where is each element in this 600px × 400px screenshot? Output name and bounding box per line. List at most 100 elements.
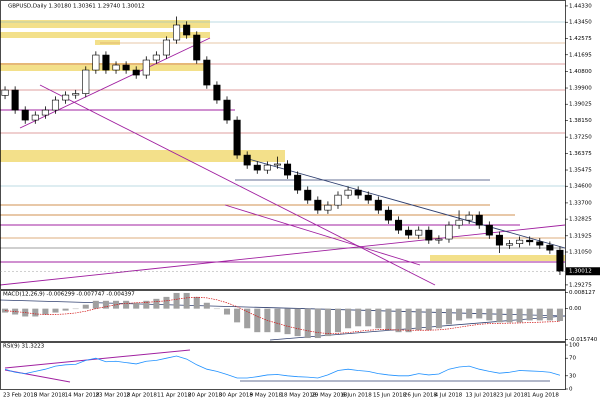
candle-body bbox=[233, 119, 241, 156]
macd-bar bbox=[334, 308, 342, 333]
candle-body bbox=[51, 99, 60, 111]
chart-title: GBPUSD,Daily 1.30180 1.30361 1.29740 1.3… bbox=[8, 4, 145, 10]
macd-bar bbox=[123, 300, 130, 309]
macd-bar bbox=[133, 302, 140, 309]
x-tick-label: 6 Jun 2018 bbox=[342, 393, 372, 399]
candle-body bbox=[112, 64, 120, 71]
candle-body bbox=[314, 199, 322, 211]
candle-body bbox=[475, 214, 483, 226]
candle-body bbox=[526, 239, 534, 243]
macd-bar bbox=[516, 308, 523, 323]
y-tick-label: 70 bbox=[569, 356, 576, 362]
last-price-box bbox=[566, 267, 600, 276]
candle-body bbox=[152, 54, 160, 61]
y-tick-label: 1.40800 bbox=[569, 69, 592, 75]
macd-bar bbox=[556, 308, 563, 321]
macd-bar bbox=[284, 308, 291, 335]
x-tick-label: 20 Apr 2018 bbox=[188, 393, 223, 399]
y-tick-label: 1.39900 bbox=[569, 86, 592, 92]
y-tick-label: 1.32825 bbox=[569, 217, 592, 223]
x-tick-label: 30 Apr 2018 bbox=[219, 393, 254, 399]
macd-bar bbox=[546, 308, 553, 321]
candle-body bbox=[556, 249, 564, 272]
candle-body bbox=[516, 239, 524, 244]
x-tick-label: 15 Jun 2018 bbox=[373, 393, 407, 399]
y-tick-label: 1.35475 bbox=[569, 168, 592, 174]
macd-bar bbox=[314, 308, 321, 339]
macd-bar bbox=[163, 296, 170, 309]
candle-body bbox=[505, 243, 514, 246]
trend-line bbox=[244, 157, 566, 249]
macd-bar bbox=[405, 308, 412, 333]
y-tick-label: 1.34600 bbox=[569, 184, 592, 190]
macd-bar bbox=[62, 308, 69, 311]
x-tick-label: 1 Aug 2018 bbox=[527, 393, 559, 399]
trend-line bbox=[19, 37, 211, 129]
macd-bar bbox=[375, 308, 382, 329]
macd-bar bbox=[143, 300, 150, 309]
candle-body bbox=[546, 244, 554, 251]
candle-body bbox=[294, 174, 302, 191]
candle-body bbox=[273, 163, 281, 166]
macd-bar bbox=[102, 300, 109, 309]
x-tick-label: 23 Jul 2018 bbox=[496, 393, 528, 399]
macd-bar bbox=[82, 304, 89, 309]
macd-bar bbox=[294, 308, 301, 337]
x-tick-label: 9 May 2018 bbox=[250, 393, 283, 399]
candle-body bbox=[324, 204, 332, 211]
candle-body bbox=[394, 219, 403, 231]
x-tick-label: 23 Mar 2018 bbox=[96, 393, 131, 399]
candle-body bbox=[162, 39, 171, 56]
x-tick-label: 18 May 2018 bbox=[281, 393, 317, 399]
candle-body bbox=[203, 59, 211, 86]
macd-bar bbox=[223, 308, 231, 315]
y-tick-label: 1.31925 bbox=[569, 233, 592, 239]
rsi-title: RSI(9) 31.3223 bbox=[3, 344, 45, 350]
macd-bar bbox=[365, 308, 372, 327]
macd-bar bbox=[173, 292, 180, 309]
macd-bar bbox=[506, 308, 513, 323]
zone bbox=[95, 40, 120, 45]
y-tick-label: 1.31050 bbox=[569, 250, 592, 256]
macd-signal bbox=[5, 296, 560, 334]
zone bbox=[0, 20, 210, 28]
trend-line bbox=[39, 84, 436, 286]
x-tick-label: 4 Jul 2018 bbox=[435, 393, 463, 399]
candle-body bbox=[354, 189, 362, 196]
macd-bar bbox=[113, 300, 120, 309]
candle-body bbox=[1, 89, 9, 96]
candle-body bbox=[384, 209, 392, 221]
candle-body bbox=[193, 34, 201, 61]
candle-body bbox=[374, 199, 382, 211]
macd-bar bbox=[324, 308, 331, 337]
zone bbox=[0, 32, 210, 38]
candle-body bbox=[263, 164, 271, 171]
y-tick-label: 30 bbox=[569, 373, 576, 379]
macd-bar bbox=[2, 308, 9, 313]
candle-body bbox=[445, 224, 453, 240]
y-tick-label: 0 bbox=[569, 387, 573, 393]
x-tick-label: 2 Apr 2018 bbox=[126, 393, 157, 399]
y-tick-label: 1.44330 bbox=[569, 3, 592, 9]
x-tick-label: 29 May 2018 bbox=[311, 393, 347, 399]
macd-bar bbox=[435, 308, 442, 329]
x-tick-label: 26 Jun 2018 bbox=[404, 393, 438, 399]
candle-body bbox=[435, 238, 443, 241]
y-tick-label: 1.38150 bbox=[569, 118, 592, 124]
candle-body bbox=[62, 94, 70, 101]
candle-body bbox=[284, 163, 292, 176]
y-tick-label: -0.015740 bbox=[569, 337, 598, 343]
macd-bar bbox=[193, 296, 200, 309]
x-tick-label: 5 Mar 2018 bbox=[34, 393, 66, 399]
macd-bar bbox=[526, 308, 533, 321]
candle-body bbox=[142, 59, 150, 76]
x-tick-label: 11 Apr 2018 bbox=[157, 393, 192, 399]
candle-body bbox=[102, 54, 110, 71]
macd-bar bbox=[52, 308, 59, 313]
candle-body bbox=[213, 84, 221, 101]
macd-bar bbox=[92, 300, 99, 309]
x-tick-label: 14 Mar 2018 bbox=[65, 393, 100, 399]
macd-bar bbox=[203, 302, 210, 309]
